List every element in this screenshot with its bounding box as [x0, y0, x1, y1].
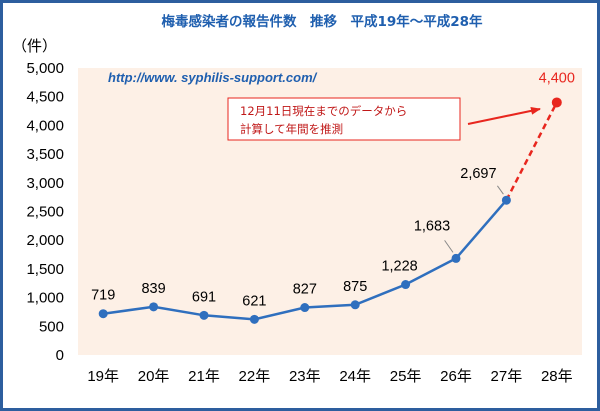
- y-tick-label: 500: [39, 318, 64, 335]
- y-unit-label: （件）: [12, 38, 57, 55]
- y-tick-label: 1,500: [26, 261, 64, 278]
- y-tick-label: 2,000: [26, 232, 64, 249]
- data-labels: 719 839 691 621 827 875 1,228 1,683 2,697 4,400: [91, 70, 575, 309]
- y-tick-label: 3,000: [26, 175, 64, 192]
- x-tick-label: 20年: [138, 368, 170, 385]
- x-tick-label: 23年: [289, 368, 321, 385]
- y-tick-label: 4,500: [26, 89, 64, 106]
- y-tick-label: 3,500: [26, 146, 64, 163]
- note-line-2: 計算して年間を推測: [240, 122, 343, 136]
- y-axis-ticks: 0 500 1,000 1,500 2,000 2,500 3,000 3,500 4,000 4…: [26, 60, 64, 364]
- note-box: [227, 97, 461, 141]
- data-point: [300, 303, 310, 313]
- data-label: 839: [141, 281, 165, 297]
- label-leader-line: [496, 185, 504, 195]
- data-point-estimate: [551, 97, 562, 108]
- note-line-1: 12月11日現在までのデータから: [240, 104, 407, 118]
- data-point: [249, 314, 259, 324]
- data-point: [199, 310, 209, 320]
- data-point: [350, 300, 360, 310]
- x-tick-label: 26年: [440, 368, 472, 385]
- data-point: [451, 253, 461, 263]
- chart-title: 梅毒感染者の報告件数 推移 平成19年〜平成28年: [161, 13, 483, 30]
- data-label: 4,400: [539, 70, 575, 86]
- y-tick-label: 2,500: [26, 204, 64, 221]
- y-tick-label: 1,000: [26, 290, 64, 307]
- label-leader-line: [444, 240, 454, 253]
- data-point: [149, 302, 159, 312]
- y-tick-label: 5,000: [26, 60, 64, 77]
- note-arrow: [467, 106, 541, 125]
- x-tick-label: 24年: [339, 368, 371, 385]
- x-tick-label: 19年: [87, 368, 119, 385]
- data-label: 691: [192, 289, 216, 305]
- data-label: 875: [343, 279, 367, 295]
- data-points: [98, 97, 562, 324]
- data-label: 719: [91, 288, 115, 304]
- series-line-estimate: [505, 101, 558, 201]
- data-label: 1,683: [414, 218, 450, 234]
- data-label: 827: [293, 282, 317, 298]
- x-axis-ticks: 19年 20年 21年 22年 23年 24年 25年 26年 27年 28年: [87, 368, 572, 385]
- x-tick-label: 28年: [541, 368, 573, 385]
- x-tick-label: 21年: [188, 368, 220, 385]
- x-tick-label: 22年: [239, 368, 271, 385]
- y-tick-label: 4,000: [26, 117, 64, 134]
- x-tick-label: 27年: [491, 368, 523, 385]
- data-point: [401, 280, 411, 290]
- source-url: http://www. syphilis-support.com/: [108, 70, 318, 85]
- data-label: 1,228: [381, 259, 417, 275]
- x-tick-label: 25年: [390, 368, 422, 385]
- data-point: [98, 309, 108, 319]
- data-point: [501, 195, 511, 205]
- data-label: 621: [242, 293, 266, 309]
- data-label: 2,697: [460, 166, 496, 182]
- y-tick-label: 0: [56, 347, 64, 364]
